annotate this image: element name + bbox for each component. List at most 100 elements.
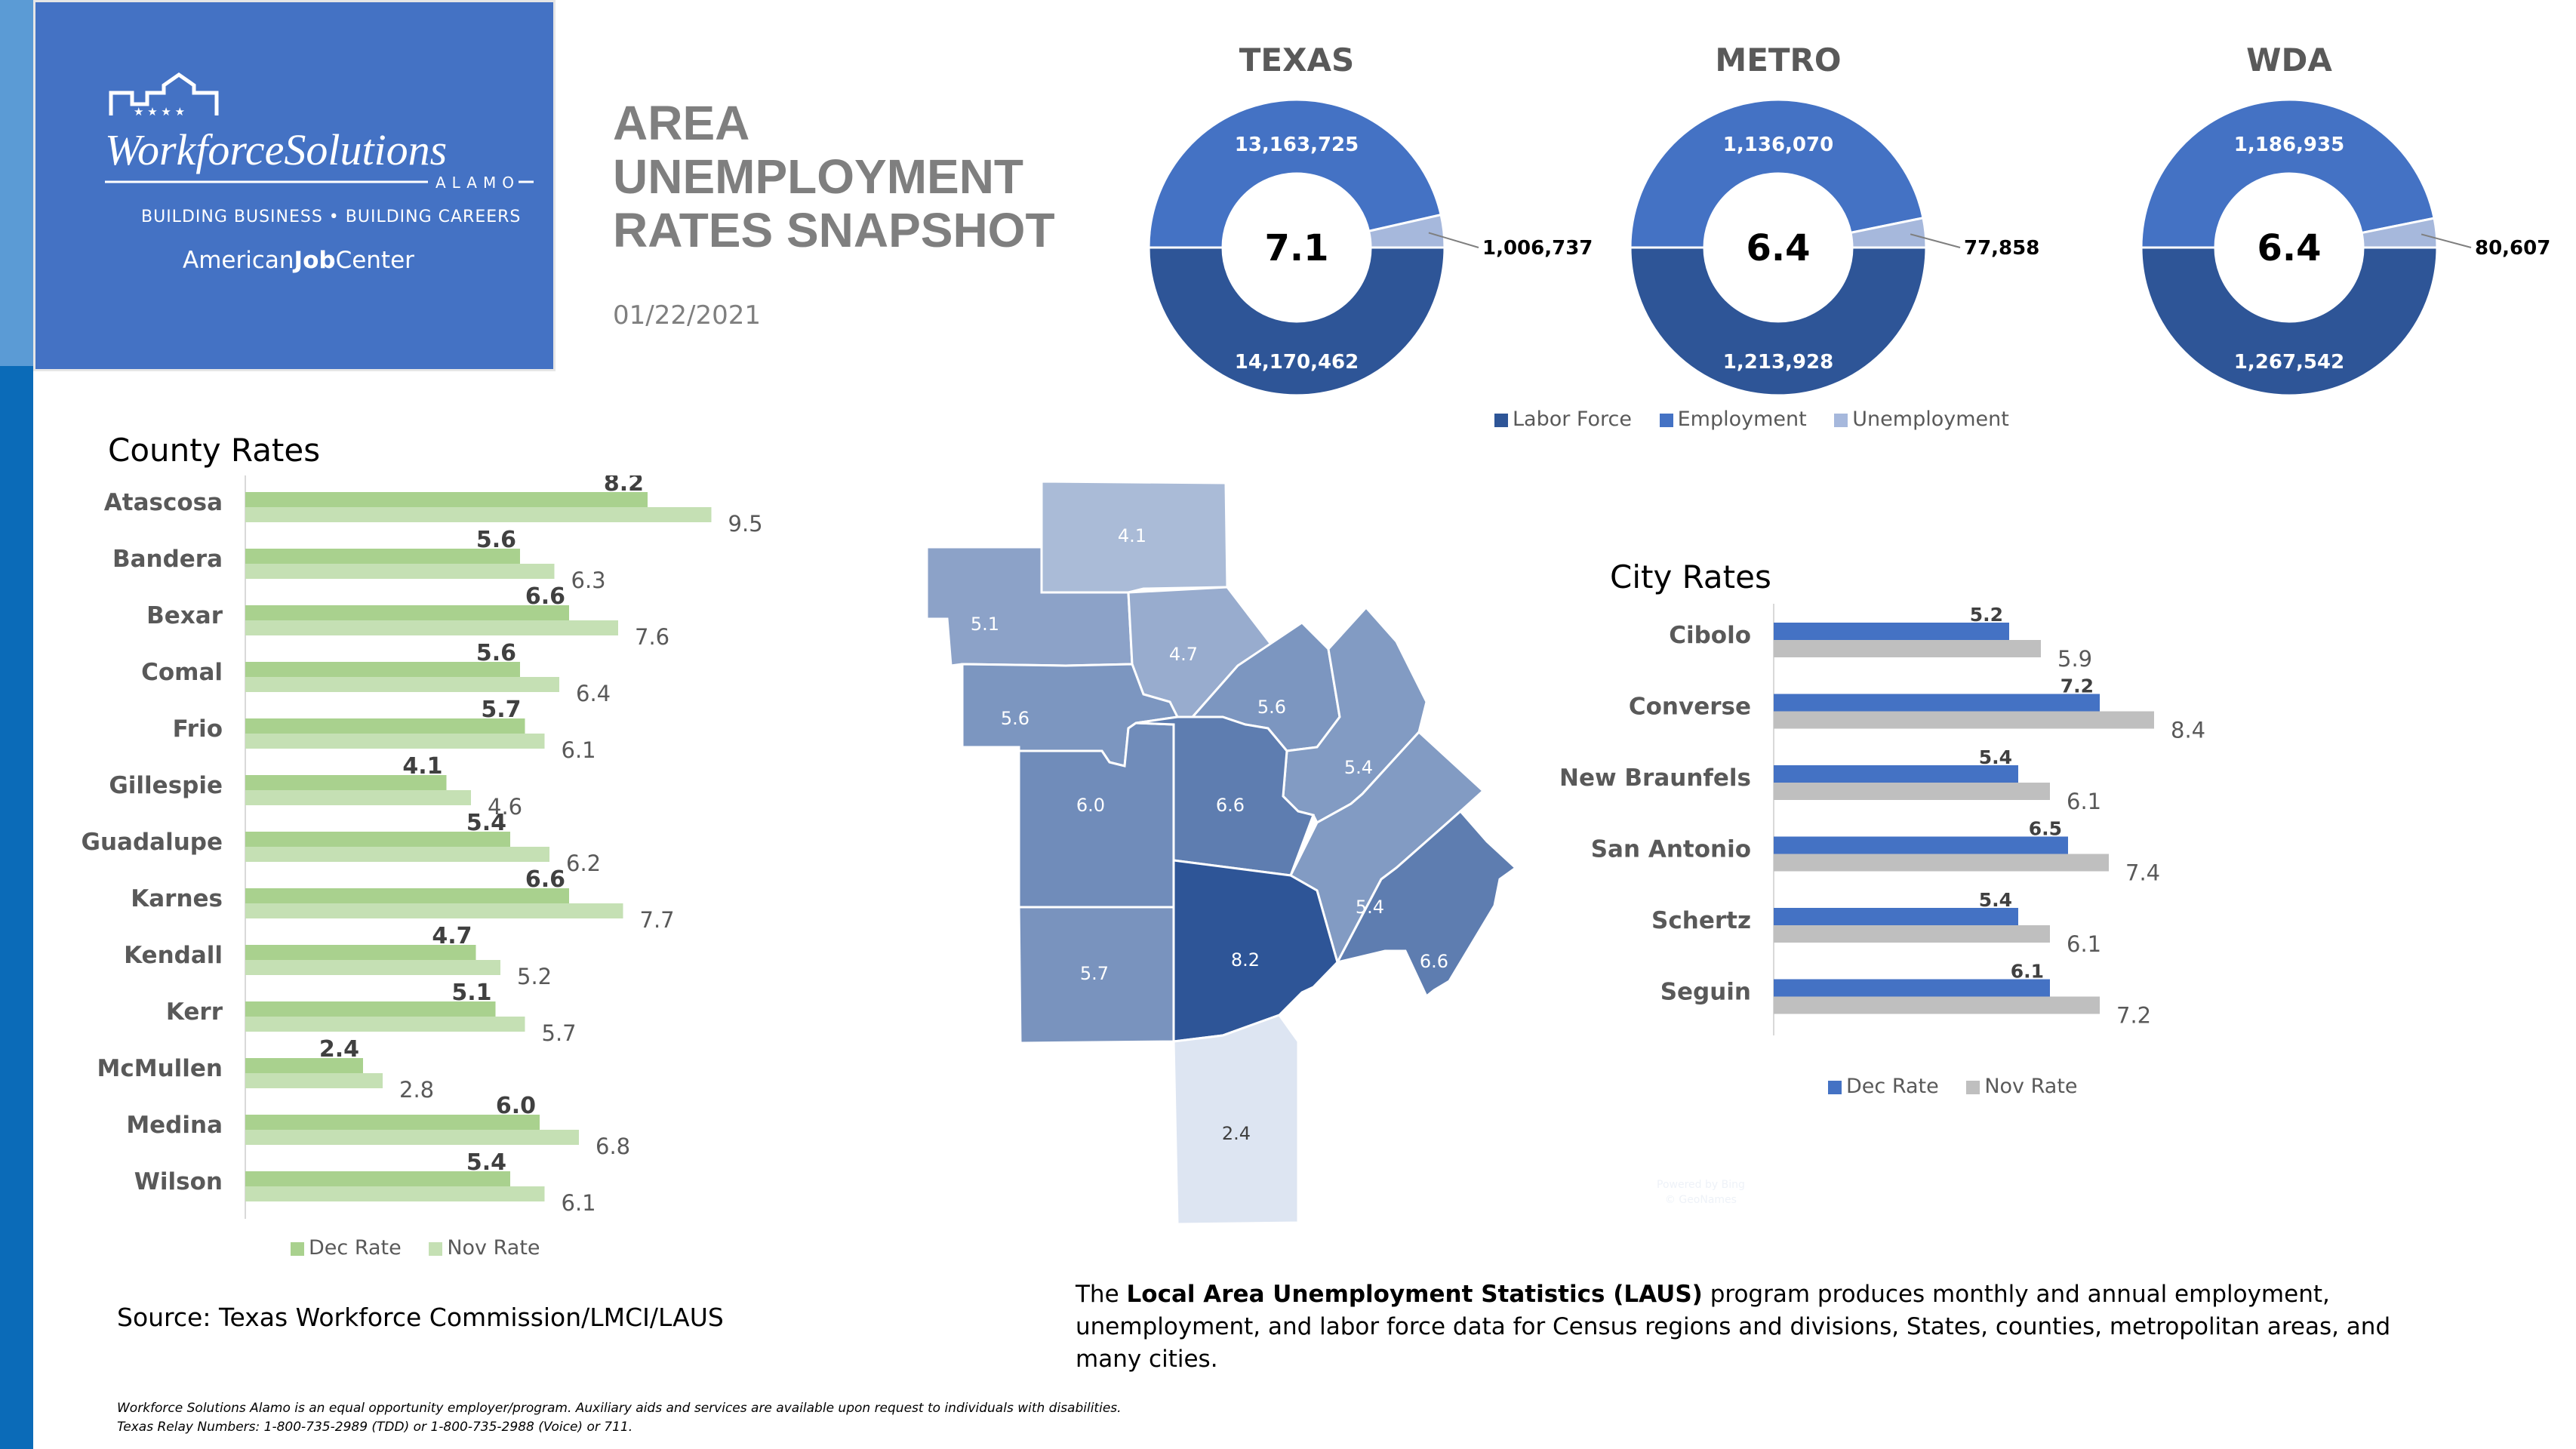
bar-dec-rate bbox=[245, 1058, 363, 1073]
data-label-nov-rate: 7.6 bbox=[635, 624, 669, 650]
donut-title: WDA bbox=[2246, 42, 2332, 78]
donut-label-labor-force: 1,213,928 bbox=[1723, 351, 1833, 374]
legend-item-nov-rate: Nov Rate bbox=[429, 1236, 540, 1260]
legend-label: Nov Rate bbox=[1984, 1075, 2078, 1098]
bar-dec-rate bbox=[245, 662, 520, 677]
title-line-3: RATES SNAPSHOT bbox=[613, 203, 1055, 257]
data-label-nov-rate: 6.1 bbox=[2067, 931, 2101, 957]
bar-nov-rate bbox=[245, 1073, 383, 1088]
laus-description: The Local Area Unemployment Statistics (… bbox=[1076, 1281, 2391, 1373]
donut-slice-labor-force bbox=[1147, 246, 1446, 397]
data-label-dec-rate: 6.6 bbox=[525, 866, 565, 893]
map-value-label: 2.4 bbox=[1222, 1123, 1251, 1144]
data-label-dec-rate: 7.2 bbox=[2060, 675, 2094, 697]
logo-tagline: BUILDING BUSINESS • BUILDING CAREERS bbox=[141, 208, 521, 226]
data-label-nov-rate: 6.1 bbox=[562, 1190, 596, 1216]
category-label: Karnes bbox=[131, 885, 223, 912]
map-value-label: 5.7 bbox=[1080, 963, 1109, 984]
bar-dec-rate bbox=[245, 1171, 510, 1186]
logo-panel: ★ ★ ★ ★ WorkforceSolutions ALAMO BUILDIN… bbox=[33, 0, 556, 371]
map-value-label: 5.4 bbox=[1356, 897, 1384, 918]
donut-slice-employment bbox=[2140, 98, 2436, 249]
map-attribution: Powered by Bing © GeoNames bbox=[1657, 1177, 1745, 1208]
legend-item-dec-rate: Dec Rate bbox=[291, 1236, 402, 1260]
data-label-dec-rate: 4.1 bbox=[402, 753, 442, 780]
map-value-label: 6.6 bbox=[1216, 795, 1245, 816]
data-label-nov-rate: 2.8 bbox=[399, 1077, 434, 1103]
source-note: Source: Texas Workforce Commission/LMCI/… bbox=[117, 1303, 724, 1332]
bar-nov-rate bbox=[245, 1017, 525, 1032]
title-line-2: UNEMPLOYMENT bbox=[613, 149, 1023, 204]
bar-dec-rate bbox=[245, 492, 648, 507]
bar-nov-rate bbox=[245, 903, 623, 918]
footer-disclaimer: Workforce Solutions Alamo is an equal op… bbox=[117, 1399, 1777, 1437]
data-label-nov-rate: 5.7 bbox=[542, 1020, 577, 1046]
map-labels: 4.1 5.1 4.7 5.6 5.6 5.4 6.0 6.6 5.4 5.7 8.2 6.6 2.4 bbox=[971, 525, 1448, 1144]
donut-label-unemployment: 77,858 bbox=[1964, 237, 2039, 260]
legend-swatch bbox=[1834, 413, 1848, 427]
donut-metro: METRO 6.4 1,213,928 1,136,070 77,858 bbox=[1629, 42, 2039, 397]
donut-legend: Labor Force Employment Unemployment bbox=[1494, 408, 2030, 431]
data-label-dec-rate: 5.6 bbox=[476, 640, 516, 666]
category-label: Schertz bbox=[1651, 907, 1751, 934]
donut-slice-unemployment bbox=[1849, 217, 1928, 249]
data-label-dec-rate: 6.0 bbox=[496, 1093, 536, 1119]
stars-icon: ★ ★ ★ ★ bbox=[134, 105, 185, 118]
page-title: AREA UNEMPLOYMENT RATES SNAPSHOT bbox=[613, 97, 1096, 257]
donut-center-value: 7.1 bbox=[1264, 227, 1328, 269]
bar-nov-rate bbox=[1774, 640, 2041, 657]
donut-slice-employment bbox=[1629, 98, 1925, 249]
legend-label: Unemployment bbox=[1852, 408, 2009, 431]
data-label-dec-rate: 6.6 bbox=[525, 583, 565, 610]
data-label-dec-rate: 5.4 bbox=[466, 810, 506, 836]
bar-nov-rate bbox=[245, 620, 618, 635]
bar-dec-rate bbox=[1774, 979, 2050, 997]
bar-nov-rate bbox=[1774, 925, 2050, 943]
donut-slice-unemployment bbox=[1367, 213, 1446, 249]
legend-item-nov-rate: Nov Rate bbox=[1966, 1075, 2078, 1098]
map-value-label: 6.0 bbox=[1076, 795, 1105, 816]
footer-line: Workforce Solutions Alamo is an equal op… bbox=[117, 1401, 1122, 1416]
data-label-dec-rate: 5.2 bbox=[1970, 604, 2003, 626]
legend-item-employment: Employment bbox=[1659, 408, 1807, 431]
legend-label: Employment bbox=[1677, 408, 1807, 431]
city-legend: Dec Rate Nov Rate bbox=[1828, 1075, 2099, 1098]
bar-dec-rate bbox=[245, 775, 447, 790]
category-label: Kendall bbox=[124, 942, 223, 969]
category-label: Guadalupe bbox=[82, 829, 223, 856]
donut-label-employment: 1,136,070 bbox=[1723, 134, 1833, 156]
legend-item-dec-rate: Dec Rate bbox=[1828, 1075, 1939, 1098]
category-label: Converse bbox=[1629, 694, 1751, 721]
legend-swatch bbox=[291, 1241, 304, 1256]
data-label-dec-rate: 5.4 bbox=[1979, 889, 2012, 911]
map-value-label: 8.2 bbox=[1231, 949, 1260, 971]
legend-item-labor-force: Labor Force bbox=[1494, 408, 1632, 431]
category-label: Bandera bbox=[112, 546, 223, 573]
bar-nov-rate bbox=[245, 1186, 545, 1201]
bar-dec-rate bbox=[245, 945, 476, 960]
bar-dec-rate bbox=[245, 832, 510, 847]
donut-title: METRO bbox=[1715, 42, 1841, 78]
data-label-dec-rate: 5.1 bbox=[451, 980, 491, 1006]
category-label: Frio bbox=[173, 715, 223, 743]
county-rates-chart: Atascosa 8.2 9.5 Bandera 5.6 6.3 Bexar 6.6 7.6 Co… bbox=[82, 475, 763, 1219]
data-label-nov-rate: 9.5 bbox=[728, 511, 763, 537]
footer-line: Texas Relay Numbers: 1-800-735-2989 (TDD… bbox=[117, 1420, 633, 1435]
map-attribution-line: Powered by Bing bbox=[1657, 1179, 1745, 1191]
legend-swatch bbox=[1659, 413, 1673, 427]
bar-nov-rate bbox=[1774, 711, 2154, 729]
donut-leader-line bbox=[2421, 233, 2472, 248]
data-label-dec-rate: 5.6 bbox=[476, 527, 516, 553]
logo-wordmark: WorkforceSolutions bbox=[105, 125, 447, 174]
category-label: San Antonio bbox=[1591, 836, 1751, 863]
category-label: Bexar bbox=[146, 602, 223, 629]
map-value-label: 6.6 bbox=[1420, 951, 1448, 972]
data-label-nov-rate: 6.2 bbox=[566, 851, 601, 876]
legend-label: Nov Rate bbox=[447, 1236, 540, 1260]
bar-dec-rate bbox=[245, 605, 569, 620]
data-label-dec-rate: 6.5 bbox=[2029, 818, 2062, 840]
snapshot-date: 01/22/2021 bbox=[613, 300, 761, 331]
data-label-nov-rate: 6.3 bbox=[571, 568, 606, 593]
category-label: Gillespie bbox=[109, 772, 223, 799]
legend-item-unemployment: Unemployment bbox=[1834, 408, 2009, 431]
